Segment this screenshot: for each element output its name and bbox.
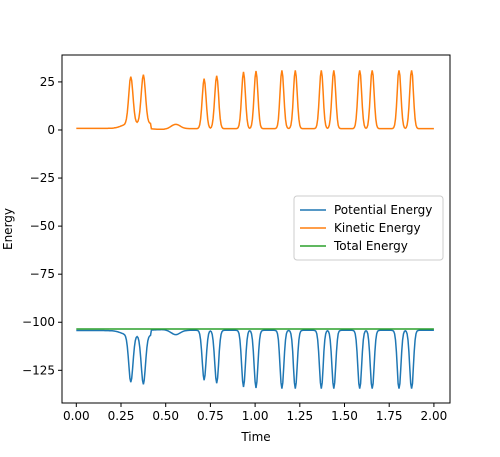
y-tick-label: 25 — [40, 75, 55, 89]
x-tick-label: 0.50 — [152, 409, 179, 423]
legend-label-total-energy: Total Energy — [333, 239, 408, 253]
x-axis-label: Time — [240, 430, 270, 444]
x-tick-label: 2.00 — [421, 409, 448, 423]
axes-frame — [61, 54, 451, 404]
y-tick-label: −50 — [30, 219, 55, 233]
y-tick-label: −100 — [22, 315, 55, 329]
series-line-potential-energy — [76, 328, 434, 389]
legend-label-kinetic-energy: Kinetic Energy — [334, 221, 421, 235]
x-tick-label: 0.75 — [197, 409, 224, 423]
x-tick-label: 1.75 — [376, 409, 403, 423]
x-tick-label: 0.00 — [63, 409, 90, 423]
y-tick-label: 0 — [47, 123, 55, 137]
y-tick-label: −125 — [22, 363, 55, 377]
series-line-kinetic-energy — [76, 70, 434, 131]
x-axis-ticks: 0.00 0.25 0.50 0.75 1.00 1.25 1.50 1.75 2.00 — [63, 403, 447, 423]
y-tick-label: −75 — [30, 267, 55, 281]
y-axis-ticks: −125 −100 −75 −50 −25 0 25 — [22, 75, 62, 377]
y-tick-label: −25 — [30, 171, 55, 185]
legend: Potential Energy Kinetic Energy Total En… — [293, 195, 444, 261]
x-tick-label: 1.25 — [286, 409, 313, 423]
legend-frame — [293, 195, 444, 261]
legend-label-potential-energy: Potential Energy — [334, 203, 432, 217]
x-tick-label: 0.25 — [108, 409, 135, 423]
x-tick-label: 1.00 — [242, 409, 269, 423]
y-axis-label: Energy — [1, 208, 15, 250]
x-tick-label: 1.50 — [331, 409, 358, 423]
series-layer — [76, 70, 434, 389]
